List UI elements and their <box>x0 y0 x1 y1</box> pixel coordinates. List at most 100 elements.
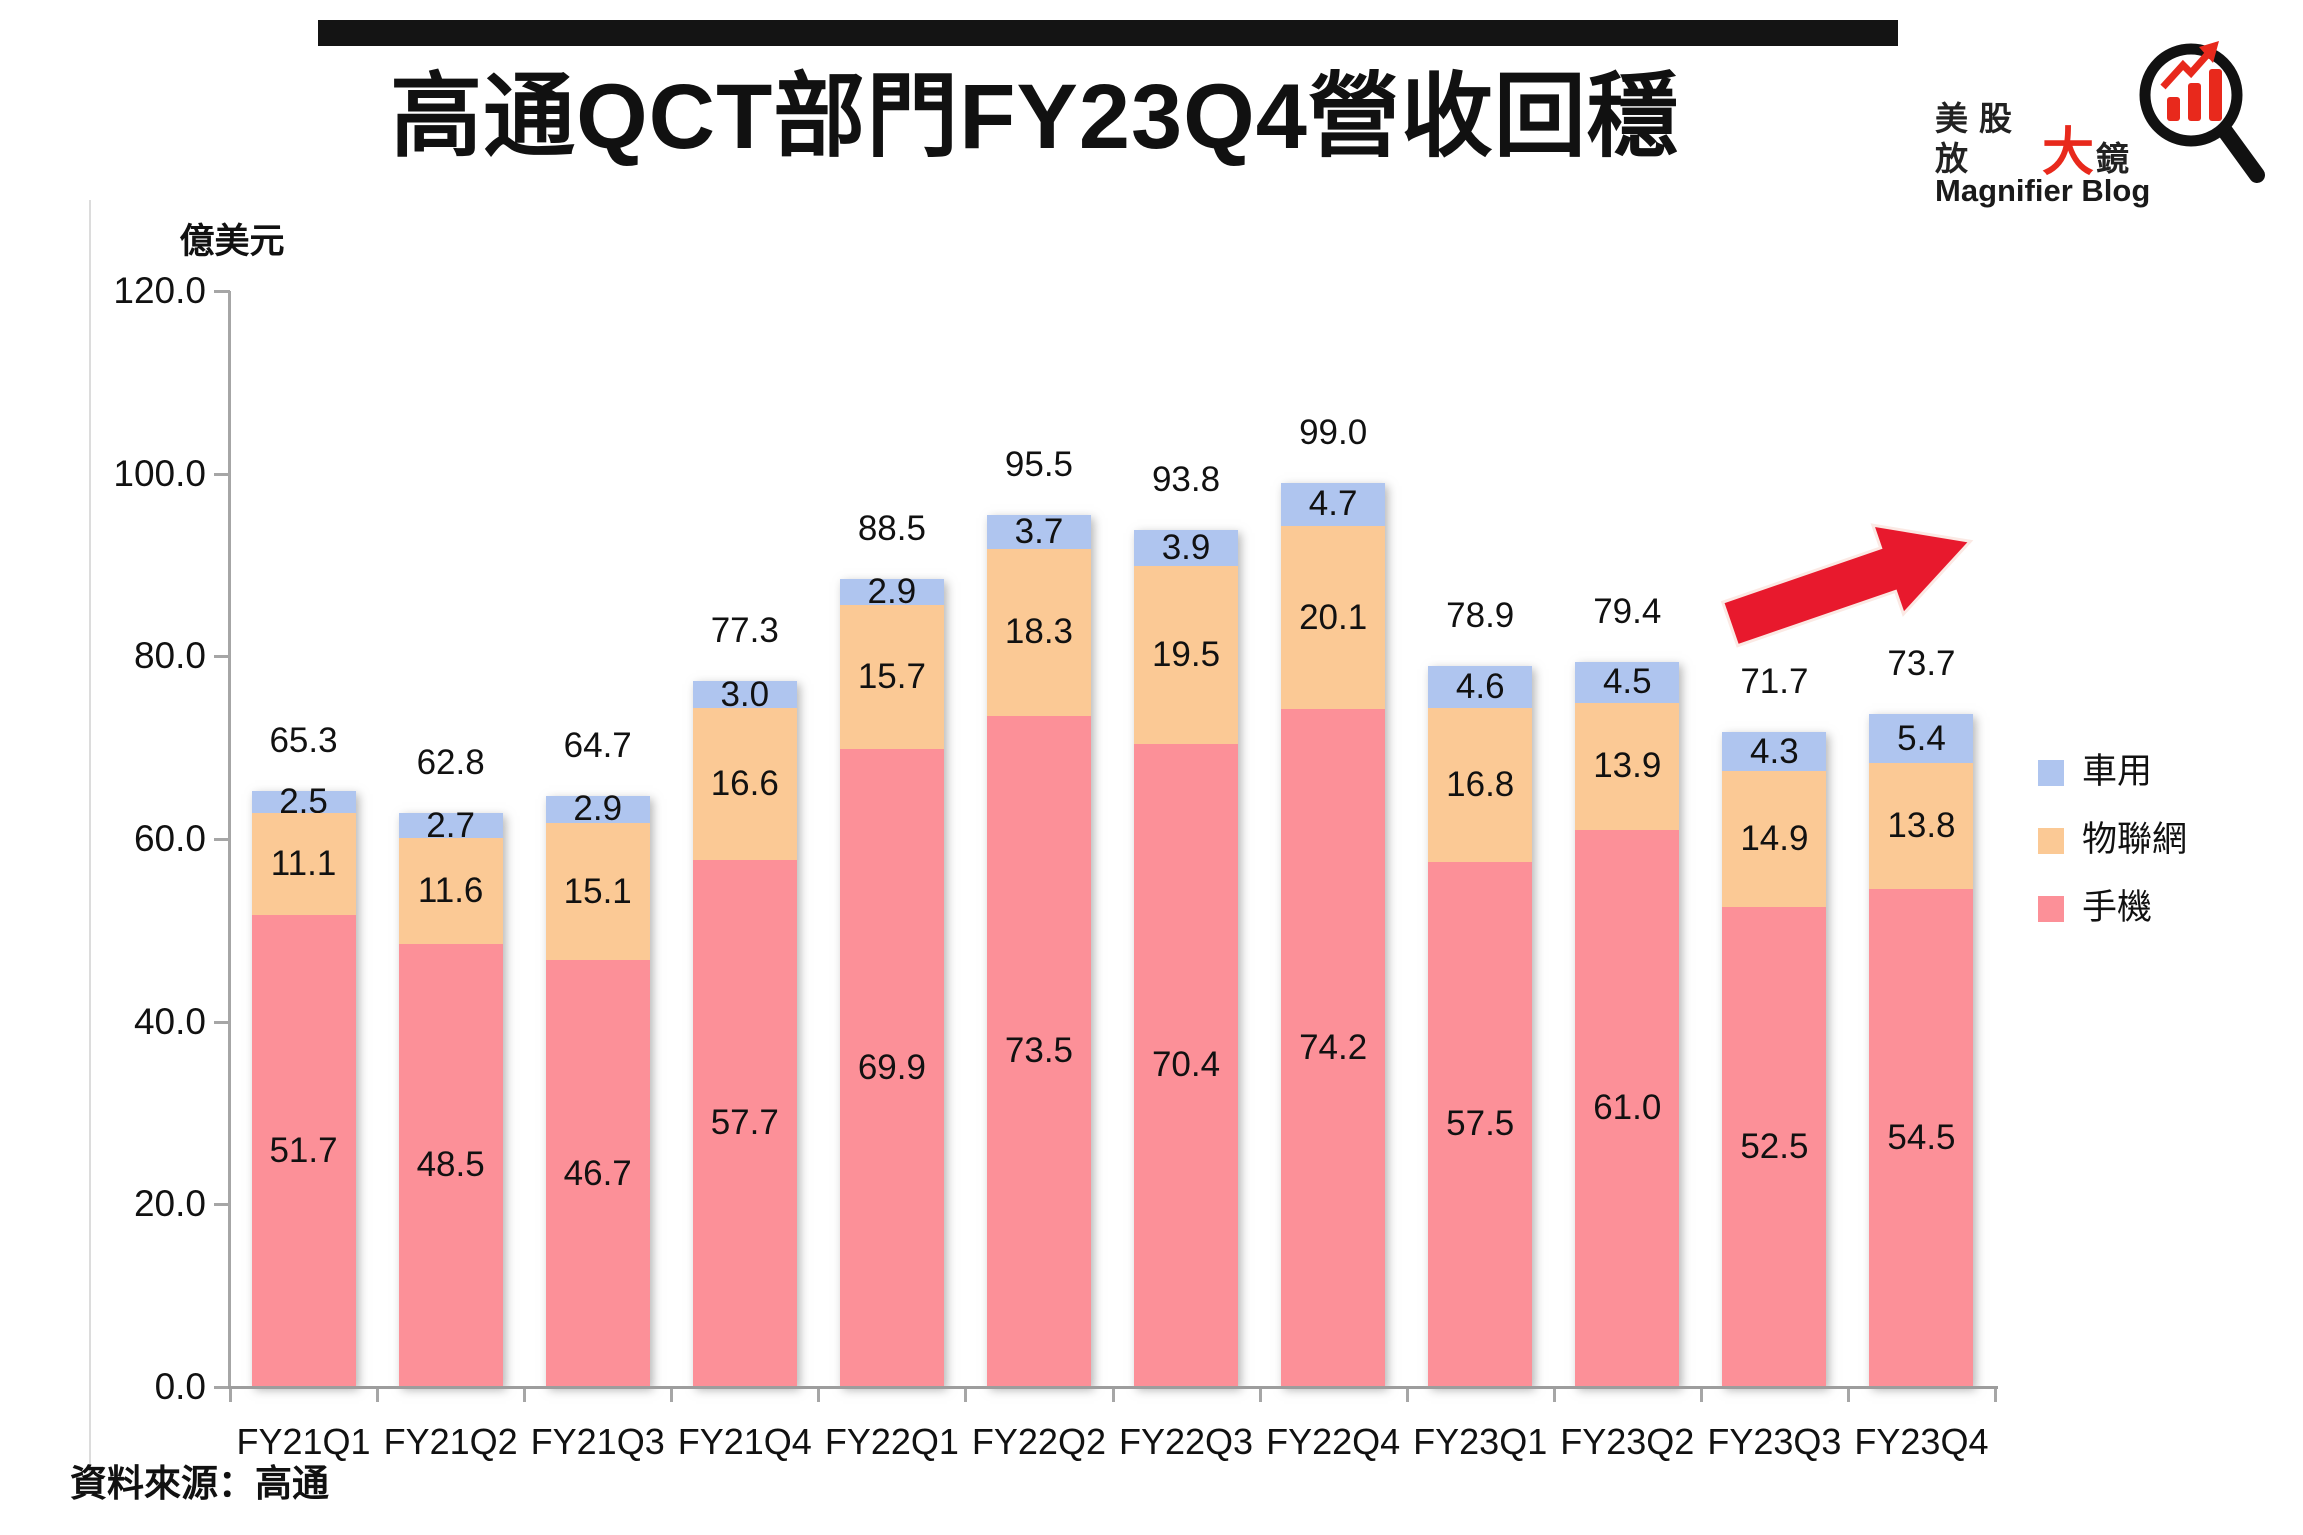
bar-segment-車用: 4.5 <box>1575 661 1680 703</box>
legend-swatch-物聯網 <box>2038 828 2064 854</box>
bar-segment-物聯網: 13.8 <box>1869 763 1974 890</box>
logo-english-text: Magnifier Blog <box>1935 173 2151 208</box>
logo-cn-big-char: 大 <box>2041 124 2096 182</box>
x-tickmark <box>1846 1387 1850 1402</box>
x-category-label: FY23Q2 <box>1560 1421 1695 1462</box>
bar-segment-車用: 2.5 <box>251 784 356 820</box>
bar-segment-手機: 52.5 <box>1722 907 1827 1387</box>
bar-FY23Q2: 4.5 13.9 61.0 <box>1575 661 1680 1387</box>
bar-segment-物聯網: 15.7 <box>839 605 944 749</box>
bar-FY21Q1: 2.5 11.1 51.7 <box>251 784 356 1387</box>
x-category-label: FY23Q4 <box>1854 1421 1989 1462</box>
y-tick-label: 0.0 <box>154 1366 206 1407</box>
bar-segment-手機: 73.5 <box>986 715 1091 1387</box>
bar-total-label: 95.5 <box>1004 444 1074 484</box>
x-tickmark <box>670 1387 674 1402</box>
bar-segment-手機: 51.7 <box>251 914 356 1387</box>
bar-total-label: 93.8 <box>1151 460 1221 500</box>
bar-segment-物聯網: 16.8 <box>1428 708 1533 862</box>
x-tickmark <box>523 1387 527 1402</box>
bar-total-label: 62.8 <box>416 743 485 783</box>
segment-value-label: 5.4 <box>1897 718 1946 758</box>
segment-value-label: 18.3 <box>1004 612 1074 652</box>
bar-FY22Q2: 3.7 18.3 73.5 <box>986 511 1091 1387</box>
segment-value-label: 51.7 <box>269 1130 338 1170</box>
bar-segment-物聯網: 18.3 <box>986 548 1091 716</box>
logo-cn-suffix: 鏡 <box>2096 140 2140 177</box>
bar-segment-手機: 48.5 <box>398 944 503 1387</box>
segment-value-label: 3.0 <box>720 674 770 714</box>
logo: 美股放大鏡 Magnifier Blog <box>1935 25 2295 208</box>
bar-segment-物聯網: 16.6 <box>692 708 797 860</box>
bar-FY21Q3: 2.9 15.1 46.7 <box>545 791 650 1387</box>
legend-label-車用: 車用 <box>2082 752 2153 791</box>
bar-segment-物聯網: 13.9 <box>1575 702 1680 830</box>
x-category-label: FY22Q3 <box>1119 1421 1254 1462</box>
bar-segment-手機: 57.5 <box>1428 861 1533 1387</box>
legend-swatch-車用 <box>2038 760 2064 786</box>
segment-value-label: 19.5 <box>1151 634 1221 674</box>
bar-total-label: 78.9 <box>1446 596 1515 636</box>
segment-value-label: 3.7 <box>1014 511 1064 551</box>
segment-value-label: 61.0 <box>1593 1088 1662 1128</box>
bar-segment-車用: 3.9 <box>1134 528 1239 568</box>
segment-value-label: 16.6 <box>710 764 779 804</box>
x-category-label: FY22Q2 <box>971 1421 1106 1462</box>
bar-FY21Q2: 2.7 11.6 48.5 <box>398 807 503 1387</box>
x-category-label: FY21Q2 <box>383 1421 518 1462</box>
bar-segment-車用: 5.4 <box>1869 713 1974 764</box>
bar-segment-手機: 74.2 <box>1281 709 1386 1387</box>
bar-FY23Q4: 5.4 13.8 54.5 <box>1869 713 1974 1387</box>
bar-total-label: 88.5 <box>857 508 926 548</box>
bar-segment-物聯網: 14.9 <box>1722 771 1827 908</box>
bar-segment-車用: 4.6 <box>1428 666 1533 709</box>
bar-segment-車用: 4.3 <box>1722 732 1827 772</box>
y-tick-label: 80.0 <box>133 635 206 677</box>
bar-FY23Q1: 4.6 16.8 57.5 <box>1428 666 1533 1387</box>
y-tick-label: 40.0 <box>133 1000 206 1042</box>
segment-value-label: 15.1 <box>563 871 632 911</box>
segment-value-label: 57.7 <box>710 1103 779 1143</box>
bar-segment-車用: 2.9 <box>545 791 650 827</box>
y-axis-line <box>228 291 231 1389</box>
x-tickmark <box>1552 1387 1556 1402</box>
segment-value-label: 2.9 <box>867 571 917 611</box>
x-category-label: FY22Q1 <box>824 1421 959 1462</box>
bar-total-label: 64.7 <box>563 726 632 766</box>
segment-value-label: 48.5 <box>416 1145 485 1185</box>
segment-value-label: 3.9 <box>1161 528 1211 568</box>
bar-segment-物聯網: 19.5 <box>1134 565 1239 744</box>
y-tick-label: 100.0 <box>113 452 206 494</box>
chart-frame-left-border <box>89 200 91 1480</box>
segment-value-label: 57.5 <box>1446 1104 1515 1144</box>
segment-value-label: 4.6 <box>1455 667 1505 707</box>
bar-FY22Q1: 2.9 15.7 69.9 <box>839 573 944 1387</box>
segment-value-label: 14.9 <box>1740 819 1809 859</box>
bar-segment-物聯網: 15.1 <box>545 822 650 961</box>
y-tickmark <box>214 1386 230 1389</box>
segment-value-label: 4.7 <box>1308 484 1358 524</box>
x-tickmark <box>1994 1387 1997 1402</box>
segment-value-label: 16.8 <box>1446 765 1515 805</box>
x-category-label: FY21Q4 <box>677 1421 812 1462</box>
x-category-label: FY21Q1 <box>236 1421 371 1462</box>
top-banner <box>318 20 1898 46</box>
y-tick-label: 20.0 <box>133 1183 206 1225</box>
bar-total-label: 65.3 <box>269 720 338 760</box>
x-tickmark <box>1111 1387 1115 1402</box>
bar-segment-車用: 3.0 <box>692 676 797 712</box>
segment-value-label: 13.8 <box>1887 806 1956 846</box>
y-tick-label: 120.0 <box>113 270 206 311</box>
x-category-label: FY22Q4 <box>1266 1421 1401 1462</box>
x-tickmark <box>1699 1387 1703 1402</box>
bar-total-label: 79.4 <box>1593 591 1662 631</box>
bar-segment-手機: 54.5 <box>1869 889 1974 1387</box>
segment-value-label: 13.9 <box>1593 746 1662 786</box>
bar-FY23Q3: 4.3 14.9 52.5 <box>1722 732 1827 1387</box>
legend-label-物聯網: 物聯網 <box>2082 820 2188 859</box>
segment-value-label: 15.7 <box>857 656 926 696</box>
x-axis-line <box>228 1386 1998 1389</box>
y-tickmark <box>214 472 230 476</box>
bar-total-label: 71.7 <box>1740 662 1809 702</box>
